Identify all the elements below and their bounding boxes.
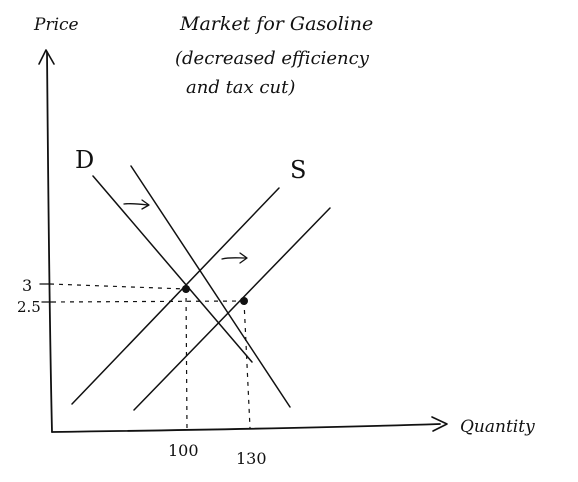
demand-label: D	[75, 146, 94, 174]
supply-curve-shifted	[133, 207, 331, 411]
title-line-1: Market for Gasoline	[179, 13, 373, 35]
price-guide-2-5	[51, 300, 245, 303]
equilibrium-point-original	[182, 285, 190, 293]
y-axis-arrowhead	[38, 49, 55, 65]
y-axis-label: Price	[33, 15, 79, 35]
title-line-2: (decreased efficiency	[175, 48, 370, 69]
demand-shift-arrow	[123, 199, 150, 210]
quantity-tick-label-100: 100	[168, 441, 199, 460]
price-tick-label-2-5: 2.5	[17, 298, 41, 316]
x-axis-label: Quantity	[460, 417, 535, 437]
quantity-guide-100	[185, 288, 188, 431]
equilibrium-point-new	[240, 297, 248, 305]
y-axis-line	[46, 51, 53, 433]
supply-shift-arrow	[221, 252, 248, 264]
supply-label: S	[290, 156, 306, 184]
supply-curve-original	[71, 187, 280, 405]
demand-curve-shifted	[130, 165, 291, 408]
price-guide-3	[49, 283, 187, 290]
x-axis-line	[51, 423, 441, 433]
quantity-tick-label-130: 130	[236, 449, 267, 468]
price-tick-label-3: 3	[22, 276, 32, 295]
quantity-guide-130	[243, 300, 251, 429]
demand-curve-original	[92, 175, 253, 363]
title-line-3: and tax cut)	[186, 77, 295, 98]
x-axis-arrowhead	[431, 416, 448, 432]
